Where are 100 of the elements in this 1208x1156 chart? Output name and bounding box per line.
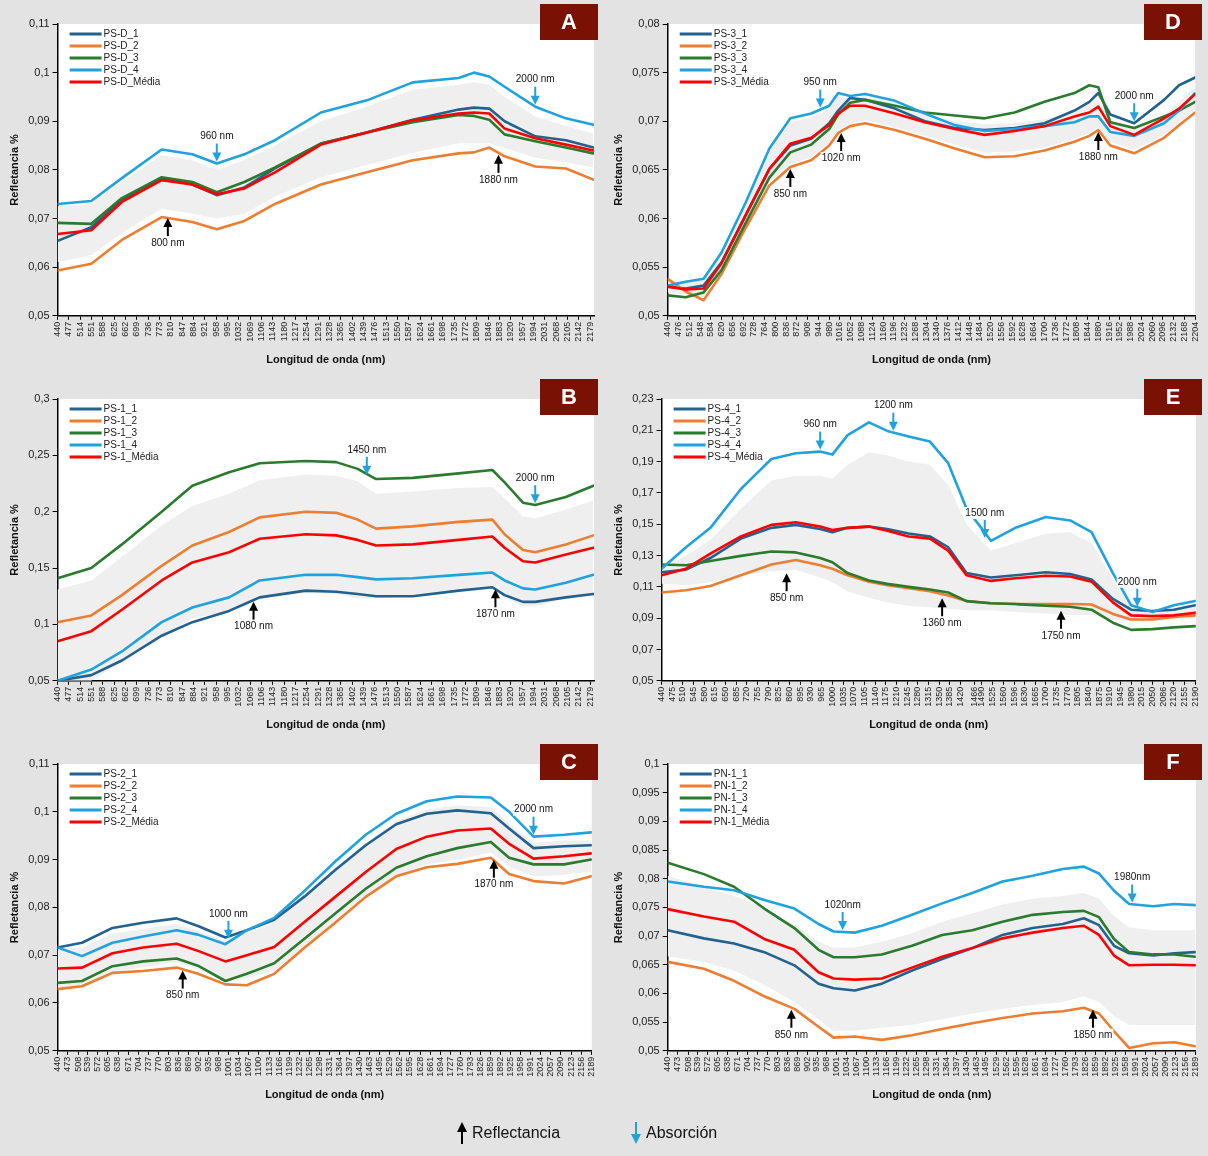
x-tick-label: 1463 <box>364 1056 375 1077</box>
x-tick-label: 440 <box>52 686 63 702</box>
x-tick-label: 1067 <box>851 1056 862 1077</box>
x-tick-label: 539 <box>692 1056 703 1072</box>
x-tick-label: 2060 <box>1146 321 1157 342</box>
x-tick-label: 737 <box>751 1056 762 1072</box>
annotation: 850 nm <box>166 989 200 1001</box>
x-tick-label: 944 <box>812 321 823 337</box>
x-tick-label: 539 <box>82 1056 93 1072</box>
x-tick-label: 2156 <box>575 1056 586 1077</box>
x-tick-label: 1805 <box>1072 686 1083 707</box>
x-tick-label: 1298 <box>313 1056 324 1077</box>
x-tick-label: 1991 <box>1129 1056 1140 1077</box>
x-tick-label: 2096 <box>1157 321 1168 342</box>
y-tick-label: 0,05 <box>28 1043 50 1056</box>
x-tick-label: 650 <box>720 686 731 702</box>
x-tick-label: 1661 <box>425 686 436 707</box>
x-tick-label: 1000 <box>826 686 837 707</box>
legend-label: PS-4_2 <box>707 414 742 426</box>
x-tick-label: 1958 <box>515 1056 526 1077</box>
x-tick-label: 1700 <box>1038 321 1049 342</box>
y-tick-label: 0,08 <box>638 871 660 884</box>
x-tick-label: 2031 <box>539 321 550 342</box>
x-tick-label: 2024 <box>1135 321 1146 342</box>
x-tick-label: 2068 <box>550 686 561 707</box>
x-tick-label: 728 <box>748 321 759 337</box>
x-tick-label: 1826 <box>1080 1056 1091 1077</box>
x-tick-label: 770 <box>152 1056 163 1072</box>
x-tick-label: 1735 <box>448 686 459 707</box>
x-tick-label: 1180 <box>278 321 289 342</box>
x-tick-label: 1624 <box>414 686 425 707</box>
x-tick-label: 605 <box>711 1056 722 1072</box>
annotation: 2000 nm <box>515 471 555 483</box>
x-tick-label: 1550 <box>391 321 402 342</box>
legend-label: PN-1_2 <box>713 779 749 791</box>
annotation: 960 nm <box>200 130 234 142</box>
x-tick-label: 704 <box>132 1056 143 1072</box>
x-tick-label: 1920 <box>505 686 516 707</box>
x-tick-label: 1100 <box>861 1056 872 1077</box>
annotation: 950 nm <box>803 76 837 88</box>
x-tick-label: 736 <box>142 321 153 337</box>
x-tick-label: 968 <box>213 1056 224 1072</box>
x-tick-label: 1385 <box>944 686 955 707</box>
x-tick-label: 1808 <box>1071 321 1082 342</box>
x-tick-label: 620 <box>716 321 727 337</box>
x-axis-title: Longitud de onda (nm) <box>266 718 386 731</box>
x-tick-label: 1140 <box>869 686 880 707</box>
x-tick-label: 2057 <box>545 1056 556 1077</box>
x-tick-label: 440 <box>52 321 63 337</box>
x-tick-label: 1402 <box>346 686 357 707</box>
x-tick-label: 615 <box>709 686 720 702</box>
x-tick-label: 1402 <box>346 321 357 342</box>
x-tick-label: 921 <box>199 321 210 337</box>
x-tick-label: 1560 <box>997 686 1008 707</box>
x-tick-label: 1665 <box>1029 686 1040 707</box>
x-tick-label: 476 <box>672 321 683 337</box>
x-tick-label: 1735 <box>448 321 459 342</box>
x-tick-label: 605 <box>102 1056 113 1072</box>
x-tick-label: 755 <box>752 686 763 702</box>
x-tick-label: 1032 <box>233 321 244 342</box>
y-tick-label: 0,1 <box>34 617 50 630</box>
x-tick-label: 2086 <box>1157 686 1168 707</box>
y-tick-label: 0,055 <box>632 1015 660 1028</box>
legend-label: PN-1_1 <box>713 767 749 779</box>
x-tick-label: 1556 <box>995 321 1006 342</box>
x-tick-label: 860 <box>784 686 795 702</box>
x-tick-label: 1727 <box>1050 1056 1061 1077</box>
x-tick-label: 773 <box>154 686 165 702</box>
legend-label: PS-D_3 <box>103 51 140 63</box>
x-tick-label: 968 <box>821 1056 832 1072</box>
legend-label: PS-D_4 <box>103 63 140 75</box>
x-tick-label: 1513 <box>380 321 391 342</box>
x-tick-label: 671 <box>122 1056 133 1072</box>
y-axis-title: Refletancia % <box>611 871 624 944</box>
x-tick-label: 1439 <box>357 686 368 707</box>
x-tick-label: 1280 <box>912 686 923 707</box>
annotation: 1080 nm <box>234 620 274 632</box>
x-tick-label: 720 <box>741 686 752 702</box>
x-tick-label: 1661 <box>424 1056 435 1077</box>
x-tick-label: 1846 <box>482 686 493 707</box>
y-tick-label: 0,08 <box>28 900 50 913</box>
x-tick-label: 2015 <box>1136 686 1147 707</box>
x-tick-label: 625 <box>108 686 119 702</box>
x-tick-label: 512 <box>683 321 694 337</box>
x-tick-label: 656 <box>726 321 737 337</box>
y-tick-label: 0,065 <box>632 162 660 175</box>
x-tick-label: 803 <box>162 1056 173 1072</box>
x-tick-label: 1070 <box>848 686 859 707</box>
x-tick-label: 2105 <box>561 321 572 342</box>
y-tick-label: 0,07 <box>28 211 50 224</box>
x-tick-label: 514 <box>74 321 85 337</box>
x-tick-label: 1106 <box>256 686 266 707</box>
x-tick-label: 847 <box>176 686 187 702</box>
x-tick-label: 2120 <box>1168 686 1179 707</box>
text: Absorción <box>646 1124 718 1142</box>
y-tick-label: 0,09 <box>632 611 654 624</box>
x-tick-label: 1770 <box>1061 686 1072 707</box>
x-tick-label: 1727 <box>444 1056 455 1077</box>
x-tick-label: 1034 <box>841 1056 852 1077</box>
legend-label: PS-1_Média <box>103 450 160 462</box>
